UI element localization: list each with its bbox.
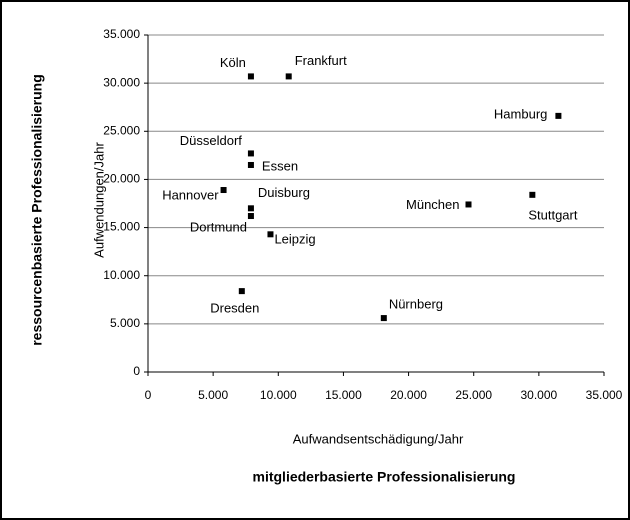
point	[267, 231, 274, 238]
point-label: Dresden	[210, 301, 259, 316]
x-tick-label: 0	[145, 388, 152, 402]
point-label: Stuttgart	[528, 207, 578, 222]
x-tick-label: 15.000	[325, 388, 362, 402]
point-label: München	[406, 197, 459, 212]
x-tick-label: 25.000	[455, 388, 492, 402]
point	[380, 315, 387, 322]
x-group-label: mitgliederbasierte Professionalisierung	[253, 469, 516, 485]
x-tick-label: 35.000	[586, 388, 623, 402]
point	[529, 191, 536, 198]
y-tick-label: 5.000	[110, 316, 140, 330]
point-label: Leipzig	[274, 232, 315, 247]
point	[285, 73, 292, 80]
x-tick-label: 20.000	[390, 388, 427, 402]
y-tick-label: 10.000	[103, 268, 140, 282]
point	[247, 205, 254, 212]
point	[247, 73, 254, 80]
y-axis-label: Aufwendungen/Jahr	[91, 142, 106, 258]
x-tick-label: 10.000	[260, 388, 297, 402]
point	[247, 213, 254, 220]
point-label: Duisburg	[258, 185, 310, 200]
point-label: Dortmund	[190, 219, 247, 234]
point-label: Frankfurt	[295, 53, 347, 68]
point-label: Köln	[220, 55, 246, 70]
x-tick-label: 30.000	[521, 388, 558, 402]
point	[465, 201, 472, 208]
x-axis-label: Aufwandsentschädigung/Jahr	[293, 431, 464, 446]
y-tick-label: 0	[133, 364, 140, 378]
point-label: Hamburg	[494, 106, 547, 121]
point	[247, 150, 254, 157]
point-label: Nürnberg	[389, 297, 443, 312]
y-tick-label: 30.000	[103, 75, 140, 89]
point-label: Hannover	[162, 187, 219, 202]
y-tick-label: 15.000	[103, 220, 140, 234]
point	[220, 187, 227, 194]
y-tick-label: 25.000	[103, 123, 140, 137]
point	[238, 288, 245, 295]
x-tick-label: 5.000	[198, 388, 228, 402]
point-label: Düsseldorf	[180, 133, 243, 148]
point	[247, 161, 254, 168]
y-tick-label: 20.000	[103, 172, 140, 186]
point	[555, 112, 562, 119]
y-group-label: ressourcenbasierte Professionalisierung	[29, 74, 45, 346]
y-tick-label: 35.000	[103, 27, 140, 41]
point-label: Essen	[262, 158, 298, 173]
